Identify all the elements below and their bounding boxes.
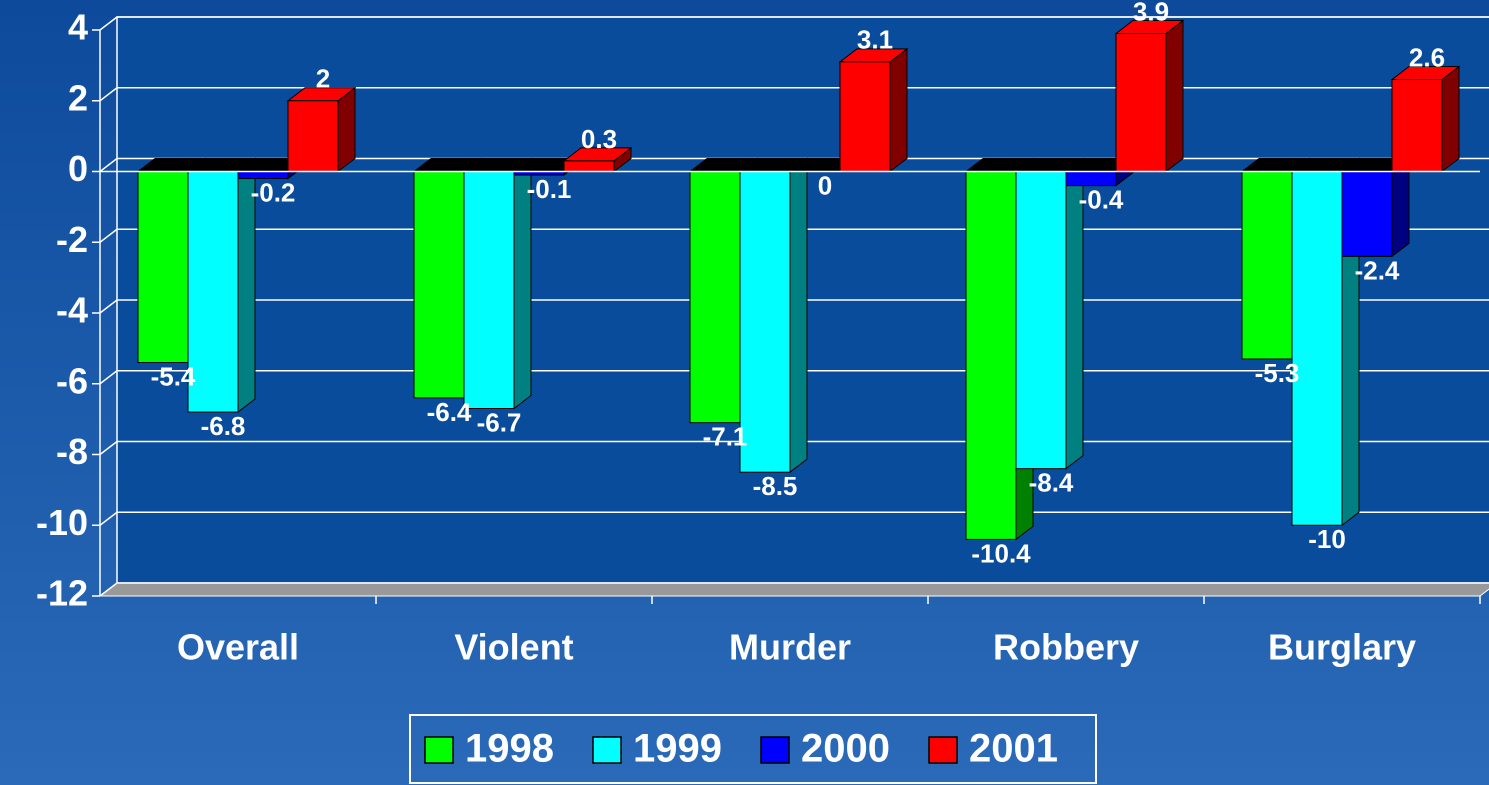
bar bbox=[738, 157, 809, 474]
bar-front bbox=[1065, 171, 1117, 187]
value-label: -0.2 bbox=[251, 177, 296, 207]
y-tick-label: -2 bbox=[56, 219, 88, 260]
bar-front bbox=[137, 171, 189, 364]
value-label: 0 bbox=[818, 170, 832, 200]
bar-front bbox=[739, 171, 791, 473]
y-tick-label: 0 bbox=[68, 148, 88, 189]
bar-front bbox=[1391, 79, 1443, 172]
y-tick-label: -8 bbox=[56, 431, 88, 472]
y-tick-label: -6 bbox=[56, 360, 88, 401]
bar bbox=[1340, 157, 1411, 258]
bar bbox=[838, 47, 909, 173]
value-label: -10.4 bbox=[971, 538, 1031, 568]
value-label: -8.4 bbox=[1029, 468, 1074, 498]
legend-label: 1998 bbox=[465, 727, 554, 771]
value-label: -6.4 bbox=[427, 397, 472, 427]
legend-label: 2000 bbox=[801, 727, 890, 771]
value-label: -5.4 bbox=[151, 361, 196, 391]
x-tick-label: Murder bbox=[729, 627, 851, 668]
bar-side bbox=[1391, 157, 1410, 258]
value-label: 3.1 bbox=[857, 25, 893, 55]
value-label: -8.5 bbox=[753, 471, 798, 501]
legend-swatch bbox=[928, 736, 958, 764]
y-tick-label: -12 bbox=[36, 573, 88, 614]
bar-side bbox=[1441, 65, 1460, 173]
bar-side bbox=[337, 86, 356, 173]
value-label: -6.7 bbox=[477, 407, 522, 437]
grid-line bbox=[99, 87, 1489, 102]
x-tick-label: Violent bbox=[454, 627, 573, 668]
value-label: 0.3 bbox=[581, 124, 617, 154]
grid-line bbox=[99, 16, 1489, 31]
value-label: -0.4 bbox=[1079, 185, 1124, 215]
bar-front bbox=[413, 171, 465, 399]
bar bbox=[462, 157, 533, 410]
legend-box bbox=[409, 714, 1097, 784]
y-tick-label: 4 bbox=[68, 7, 88, 48]
value-label: 3.9 bbox=[1133, 0, 1169, 26]
bar bbox=[1114, 19, 1185, 173]
value-label: 2 bbox=[316, 64, 330, 94]
bar-front bbox=[965, 171, 1017, 540]
grid-line bbox=[99, 511, 1489, 526]
bar-front bbox=[1291, 171, 1343, 526]
bar-front bbox=[1241, 171, 1293, 360]
bar bbox=[1390, 65, 1461, 173]
legend: 1998 1999 2000 2001 bbox=[409, 714, 1097, 784]
legend-label: 1999 bbox=[633, 727, 722, 771]
bar-front bbox=[187, 171, 239, 413]
floor bbox=[98, 582, 1489, 597]
value-label: -2.4 bbox=[1355, 255, 1400, 285]
x-tick-label: Robbery bbox=[993, 627, 1139, 668]
value-label: -5.3 bbox=[1255, 358, 1300, 388]
legend-swatch bbox=[424, 736, 454, 764]
value-label: -0.1 bbox=[527, 174, 572, 204]
bar-front bbox=[839, 61, 891, 172]
y-tick-label: 2 bbox=[68, 77, 88, 118]
bar-front bbox=[287, 100, 339, 172]
legend-swatch bbox=[592, 736, 622, 764]
value-label: -10 bbox=[1308, 524, 1346, 554]
legend-swatch bbox=[760, 736, 790, 764]
bar bbox=[1290, 157, 1361, 527]
legend-label: 2001 bbox=[969, 727, 1058, 771]
bar-front bbox=[689, 171, 741, 424]
bar-front bbox=[1341, 171, 1393, 257]
bar-side bbox=[1165, 19, 1184, 173]
bar-front bbox=[463, 171, 515, 410]
grid-line bbox=[99, 582, 1489, 597]
x-tick-label: Overall bbox=[177, 627, 299, 668]
bar-side bbox=[889, 47, 908, 173]
value-label: 2.6 bbox=[1409, 42, 1445, 72]
value-label: -6.8 bbox=[201, 411, 246, 441]
bar bbox=[186, 157, 257, 414]
bar bbox=[562, 146, 633, 173]
bar-front bbox=[563, 160, 615, 172]
bar-side bbox=[789, 157, 808, 474]
bar-front bbox=[1015, 171, 1067, 470]
bar bbox=[1014, 157, 1085, 470]
y-tick-label: -4 bbox=[56, 290, 88, 331]
bar-front bbox=[1115, 33, 1167, 172]
y-tick-label: -10 bbox=[36, 502, 88, 543]
bar bbox=[286, 86, 357, 173]
x-tick-label: Burglary bbox=[1268, 627, 1416, 668]
value-label: -7.1 bbox=[703, 422, 748, 452]
